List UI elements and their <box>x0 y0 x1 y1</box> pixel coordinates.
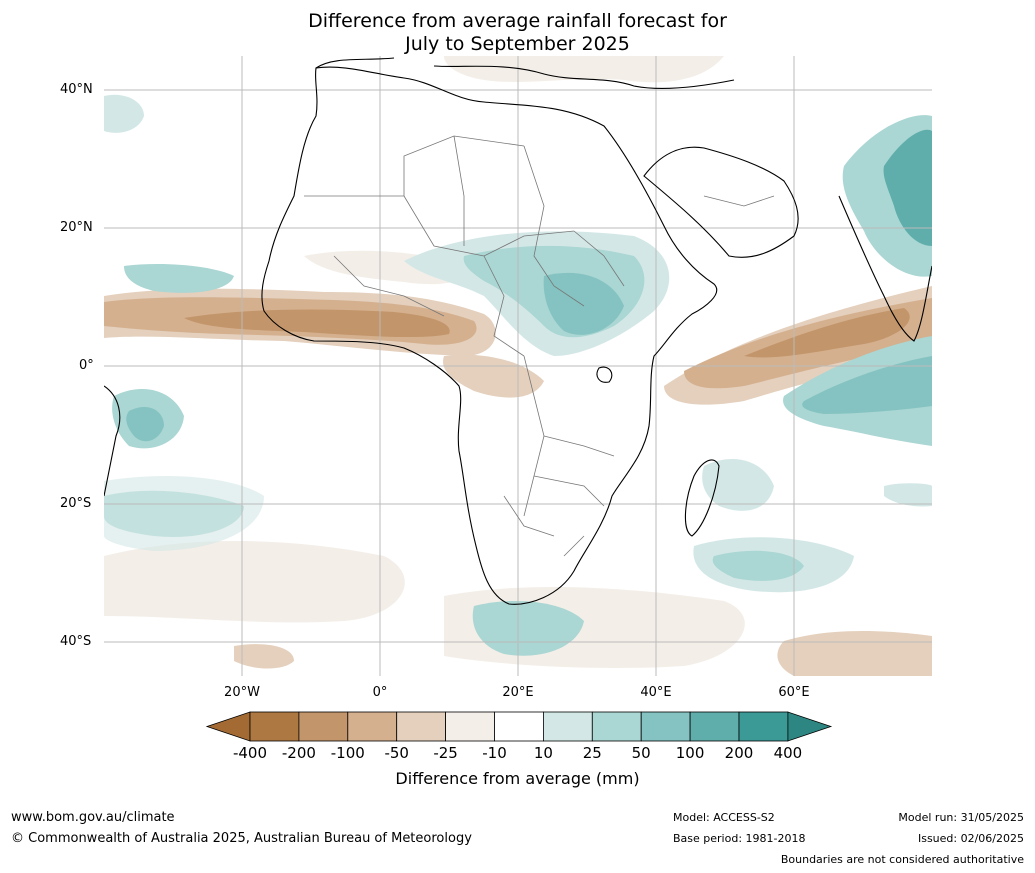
colorbar-tick-label: -400 <box>232 744 268 762</box>
lon-label-0: 0° <box>372 685 388 700</box>
colorbar-arrow-high <box>787 711 833 742</box>
lon-label-20e: 20°E <box>502 685 534 700</box>
wet-arabian-sea-core <box>883 129 932 246</box>
footer-issued: Issued: 02/06/2025 <box>917 832 1024 845</box>
rainfall-map <box>104 56 932 676</box>
colorbar-tick-label: 50 <box>631 744 651 762</box>
lon-label-20w: 20°W <box>224 685 260 700</box>
graticule <box>104 56 932 676</box>
colorbar-tick-label: -10 <box>482 744 507 762</box>
colorbar-tick-label: 25 <box>582 744 602 762</box>
south-america-coast <box>104 385 121 497</box>
dry-patch-central-africa <box>443 354 544 398</box>
wet-anomaly-areas <box>104 94 932 656</box>
lon-label-60e: 60°E <box>778 685 810 700</box>
lake-victoria <box>596 366 613 383</box>
colorbar-arrow-low <box>205 711 251 742</box>
wet-gulf-guinea-core <box>126 406 164 442</box>
footer-copyright: © Commonwealth of Australia 2025, Austra… <box>11 831 472 846</box>
colorbar-segment <box>298 711 349 742</box>
arabian-peninsula-coast <box>643 146 799 258</box>
colorbar-segment <box>738 711 789 742</box>
title-line-2: July to September 2025 <box>405 33 630 55</box>
country-borders <box>304 135 775 557</box>
colorbar-tick-label: -50 <box>384 744 409 762</box>
colorbar-segment <box>689 711 740 742</box>
title-line-1: Difference from average rainfall forecas… <box>308 10 727 32</box>
wet-west-africa-coast <box>124 264 234 293</box>
dry-patch-south-atlantic <box>104 541 405 623</box>
colorbar-segment <box>543 711 593 742</box>
lat-label-20n: 20°N <box>60 220 93 235</box>
colorbar-segment <box>640 711 691 742</box>
colorbar-tick-label: 200 <box>724 744 754 762</box>
dry-patch-south-indian <box>777 631 932 676</box>
lon-label-40e: 40°E <box>640 685 672 700</box>
wet-south-atlantic-outer <box>104 476 264 551</box>
footer-disclaimer: Boundaries are not considered authoritat… <box>780 853 1024 866</box>
colorbar-segment <box>494 711 544 742</box>
colorbar-segment <box>396 711 447 742</box>
chart-title: Difference from average rainfall forecas… <box>0 10 1035 56</box>
colorbar-segment <box>591 711 642 742</box>
india-coast <box>838 195 932 342</box>
footer-website: www.bom.gov.au/climate <box>11 810 175 825</box>
colorbar-title: Difference from average (mm) <box>395 769 640 788</box>
dry-band-indian-ocean-core <box>744 308 910 358</box>
wet-indian-ocean-east <box>884 483 932 507</box>
footer-base-period: Base period: 1981-2018 <box>673 832 806 845</box>
colorbar-tick-label: 100 <box>675 744 705 762</box>
dry-patch-mediterranean <box>444 56 724 83</box>
wet-mid-atlantic-north <box>104 94 144 133</box>
europe-coast <box>315 57 735 90</box>
colorbar-segment <box>249 711 300 742</box>
madagascar-coast <box>684 459 720 537</box>
map-svg <box>104 56 932 676</box>
wet-equatorial-indian-core <box>802 356 932 414</box>
dry-band-west-africa-core <box>184 309 450 338</box>
wet-southern-indian-mid <box>712 550 804 581</box>
colorbar-segments <box>205 711 833 742</box>
colorbar-segment <box>445 711 495 742</box>
wet-madagascar-east <box>702 458 774 511</box>
africa-coastline <box>261 66 718 605</box>
lat-label-20s: 20°S <box>60 496 92 511</box>
footer-model: Model: ACCESS-S2 <box>673 811 775 824</box>
footer-model-run: Model run: 31/05/2025 <box>898 811 1024 824</box>
lat-label-40s: 40°S <box>60 634 92 649</box>
lat-label-0: 0° <box>79 358 94 373</box>
colorbar-tick-label: 10 <box>533 744 553 762</box>
wet-east-africa-core <box>543 272 624 335</box>
coastlines <box>104 57 932 605</box>
colorbar-tick-label: -25 <box>433 744 458 762</box>
colorbar-tick-label: -100 <box>330 744 365 762</box>
colorbar-tick-label: -200 <box>281 744 316 762</box>
lat-label-40n: 40°N <box>60 82 93 97</box>
colorbar-segment <box>347 711 398 742</box>
colorbar-tick-label: 400 <box>773 744 803 762</box>
dry-patch-sw-atlantic <box>234 644 294 669</box>
